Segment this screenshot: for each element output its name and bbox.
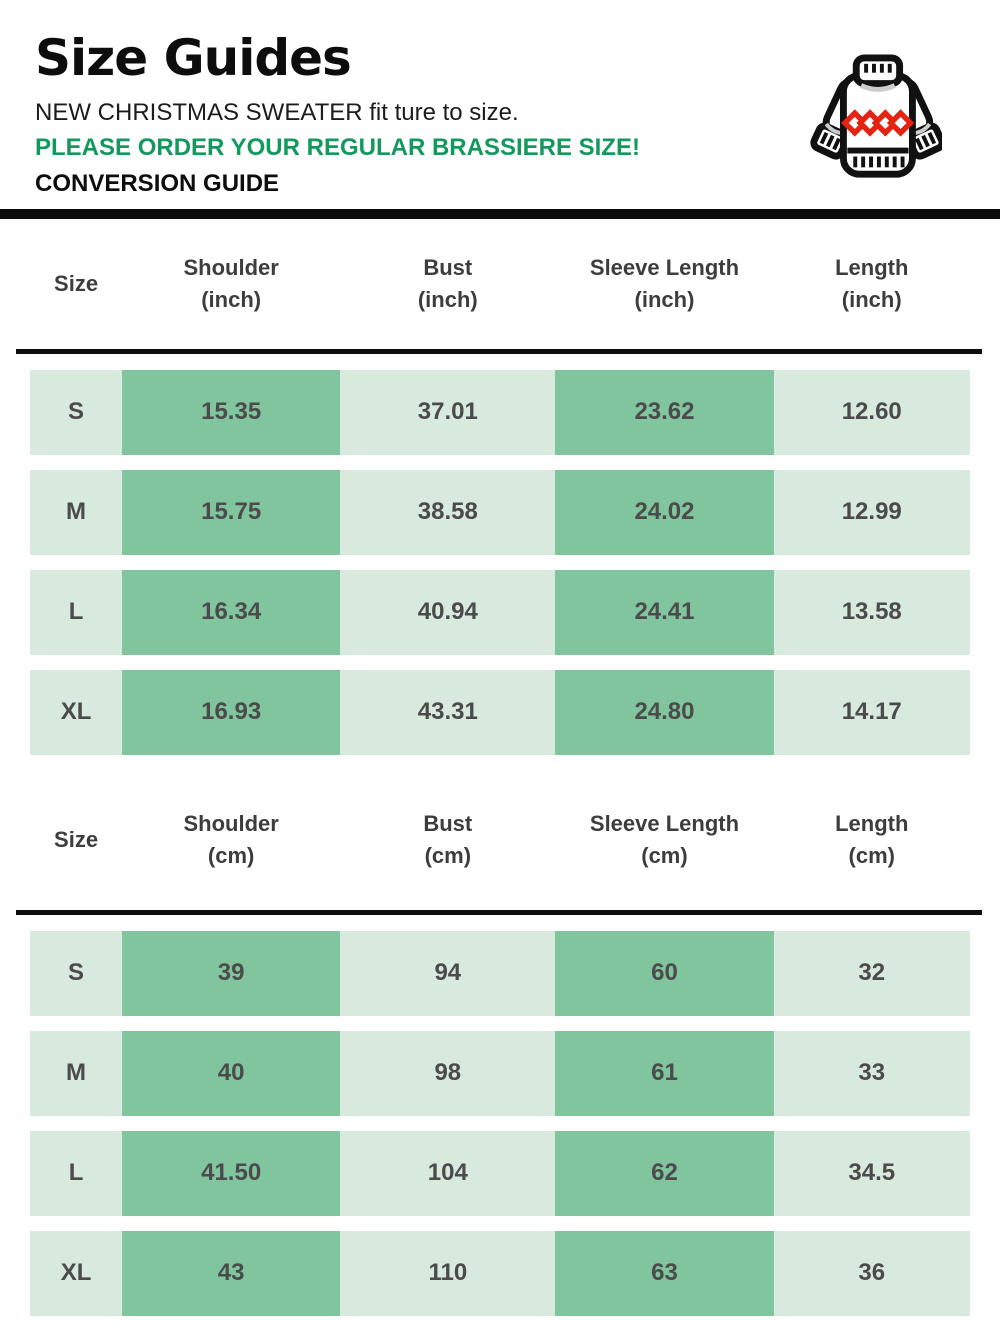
column-header-bust: Bust (inch)	[417, 255, 478, 312]
column-header-length: Length (inch)	[835, 255, 909, 312]
table-header-rule	[16, 348, 982, 354]
shoulder-cell: 15.35	[122, 369, 341, 455]
column-header-size: Size	[54, 826, 99, 852]
bust-cell: 40.94	[340, 569, 556, 655]
column-header-length: Length (cm)	[835, 811, 909, 868]
bust-cell: 110	[340, 1230, 556, 1316]
column-header-sleeve-length: Sleeve Length (cm)	[589, 811, 740, 868]
table-row-xl: XL 16.93 43.31 24.80 14.17	[30, 669, 970, 755]
sleeve-length-cell: 24.41	[555, 569, 774, 655]
column-header-shoulder: Shoulder (cm)	[183, 811, 279, 868]
shoulder-cell: 41.50	[122, 1130, 341, 1216]
header: Size Guides NEW CHRISTMAS SWEATER fit tu…	[0, 0, 1000, 199]
size-table-inch: Size Shoulder (inch) Bust (inch) Sleeve …	[16, 219, 982, 755]
table-row-m: M 40 98 61 33	[30, 1030, 970, 1116]
table-row-l: L 16.34 40.94 24.41 13.58	[30, 569, 970, 655]
size-cell: L	[30, 569, 123, 655]
sleeve-length-cell: 24.80	[555, 669, 774, 755]
table-row-s: S 39 94 60 32	[30, 930, 970, 1016]
christmas-sweater-icon	[804, 52, 946, 190]
sleeve-length-cell: 24.02	[555, 469, 774, 555]
subtitle: NEW CHRISTMAS SWEATER fit ture to size.	[35, 98, 519, 126]
bust-cell: 37.01	[340, 369, 556, 455]
sleeve-length-cell: 60	[555, 930, 774, 1016]
length-cell: 34.5	[773, 1130, 970, 1216]
table-row-m: M 15.75 38.58 24.02 12.99	[30, 469, 970, 555]
sleeve-length-cell: 23.62	[555, 369, 774, 455]
column-header-shoulder: Shoulder (inch)	[183, 255, 279, 312]
size-table-cm: Size Shoulder (cm) Bust (cm) Sleeve Leng…	[16, 770, 982, 1316]
size-cell: S	[30, 369, 123, 455]
table-header-rule	[16, 909, 982, 915]
size-cell: XL	[30, 669, 123, 755]
shoulder-cell: 43	[122, 1230, 341, 1316]
table-header-row: Size Shoulder (cm) Bust (cm) Sleeve Leng…	[30, 770, 970, 910]
length-cell: 36	[773, 1230, 970, 1316]
sleeve-length-cell: 61	[555, 1030, 774, 1116]
table-row-s: S 15.35 37.01 23.62 12.60	[30, 369, 970, 455]
size-cell: M	[30, 469, 123, 555]
conversion-guide-label: CONVERSION GUIDE	[35, 170, 280, 198]
bust-cell: 94	[340, 930, 556, 1016]
table-body: S 39 94 60 32 M 40 98 61 33 L 41.50 104 …	[30, 915, 970, 1316]
table-row-xl: XL 43 110 63 36	[30, 1230, 970, 1316]
header-divider	[0, 208, 1000, 219]
length-cell: 14.17	[773, 669, 970, 755]
shoulder-cell: 16.34	[122, 569, 341, 655]
column-header-sleeve-length: Sleeve Length (inch)	[589, 255, 740, 312]
order-notice: PLEASE ORDER YOUR REGULAR BRASSIERE SIZE…	[35, 134, 640, 162]
bust-cell: 43.31	[340, 669, 556, 755]
length-cell: 12.60	[773, 369, 970, 455]
sleeve-length-cell: 63	[555, 1230, 774, 1316]
shoulder-cell: 39	[122, 930, 341, 1016]
column-header-size: Size	[54, 270, 99, 296]
table-body: S 15.35 37.01 23.62 12.60 M 15.75 38.58 …	[30, 354, 970, 755]
bust-cell: 98	[340, 1030, 556, 1116]
size-cell: XL	[30, 1230, 123, 1316]
length-cell: 33	[773, 1030, 970, 1116]
length-cell: 13.58	[773, 569, 970, 655]
length-cell: 12.99	[773, 469, 970, 555]
size-cell: L	[30, 1130, 123, 1216]
bust-cell: 38.58	[340, 469, 556, 555]
column-header-bust: Bust (cm)	[423, 811, 473, 868]
table-row-l: L 41.50 104 62 34.5	[30, 1130, 970, 1216]
size-cell: M	[30, 1030, 123, 1116]
table-header-row: Size Shoulder (inch) Bust (inch) Sleeve …	[30, 219, 970, 349]
shoulder-cell: 15.75	[122, 469, 341, 555]
bust-cell: 104	[340, 1130, 556, 1216]
sleeve-length-cell: 62	[555, 1130, 774, 1216]
length-cell: 32	[773, 930, 970, 1016]
shoulder-cell: 16.93	[122, 669, 341, 755]
page-title: Size Guides	[35, 29, 352, 87]
size-cell: S	[30, 930, 123, 1016]
shoulder-cell: 40	[122, 1030, 341, 1116]
